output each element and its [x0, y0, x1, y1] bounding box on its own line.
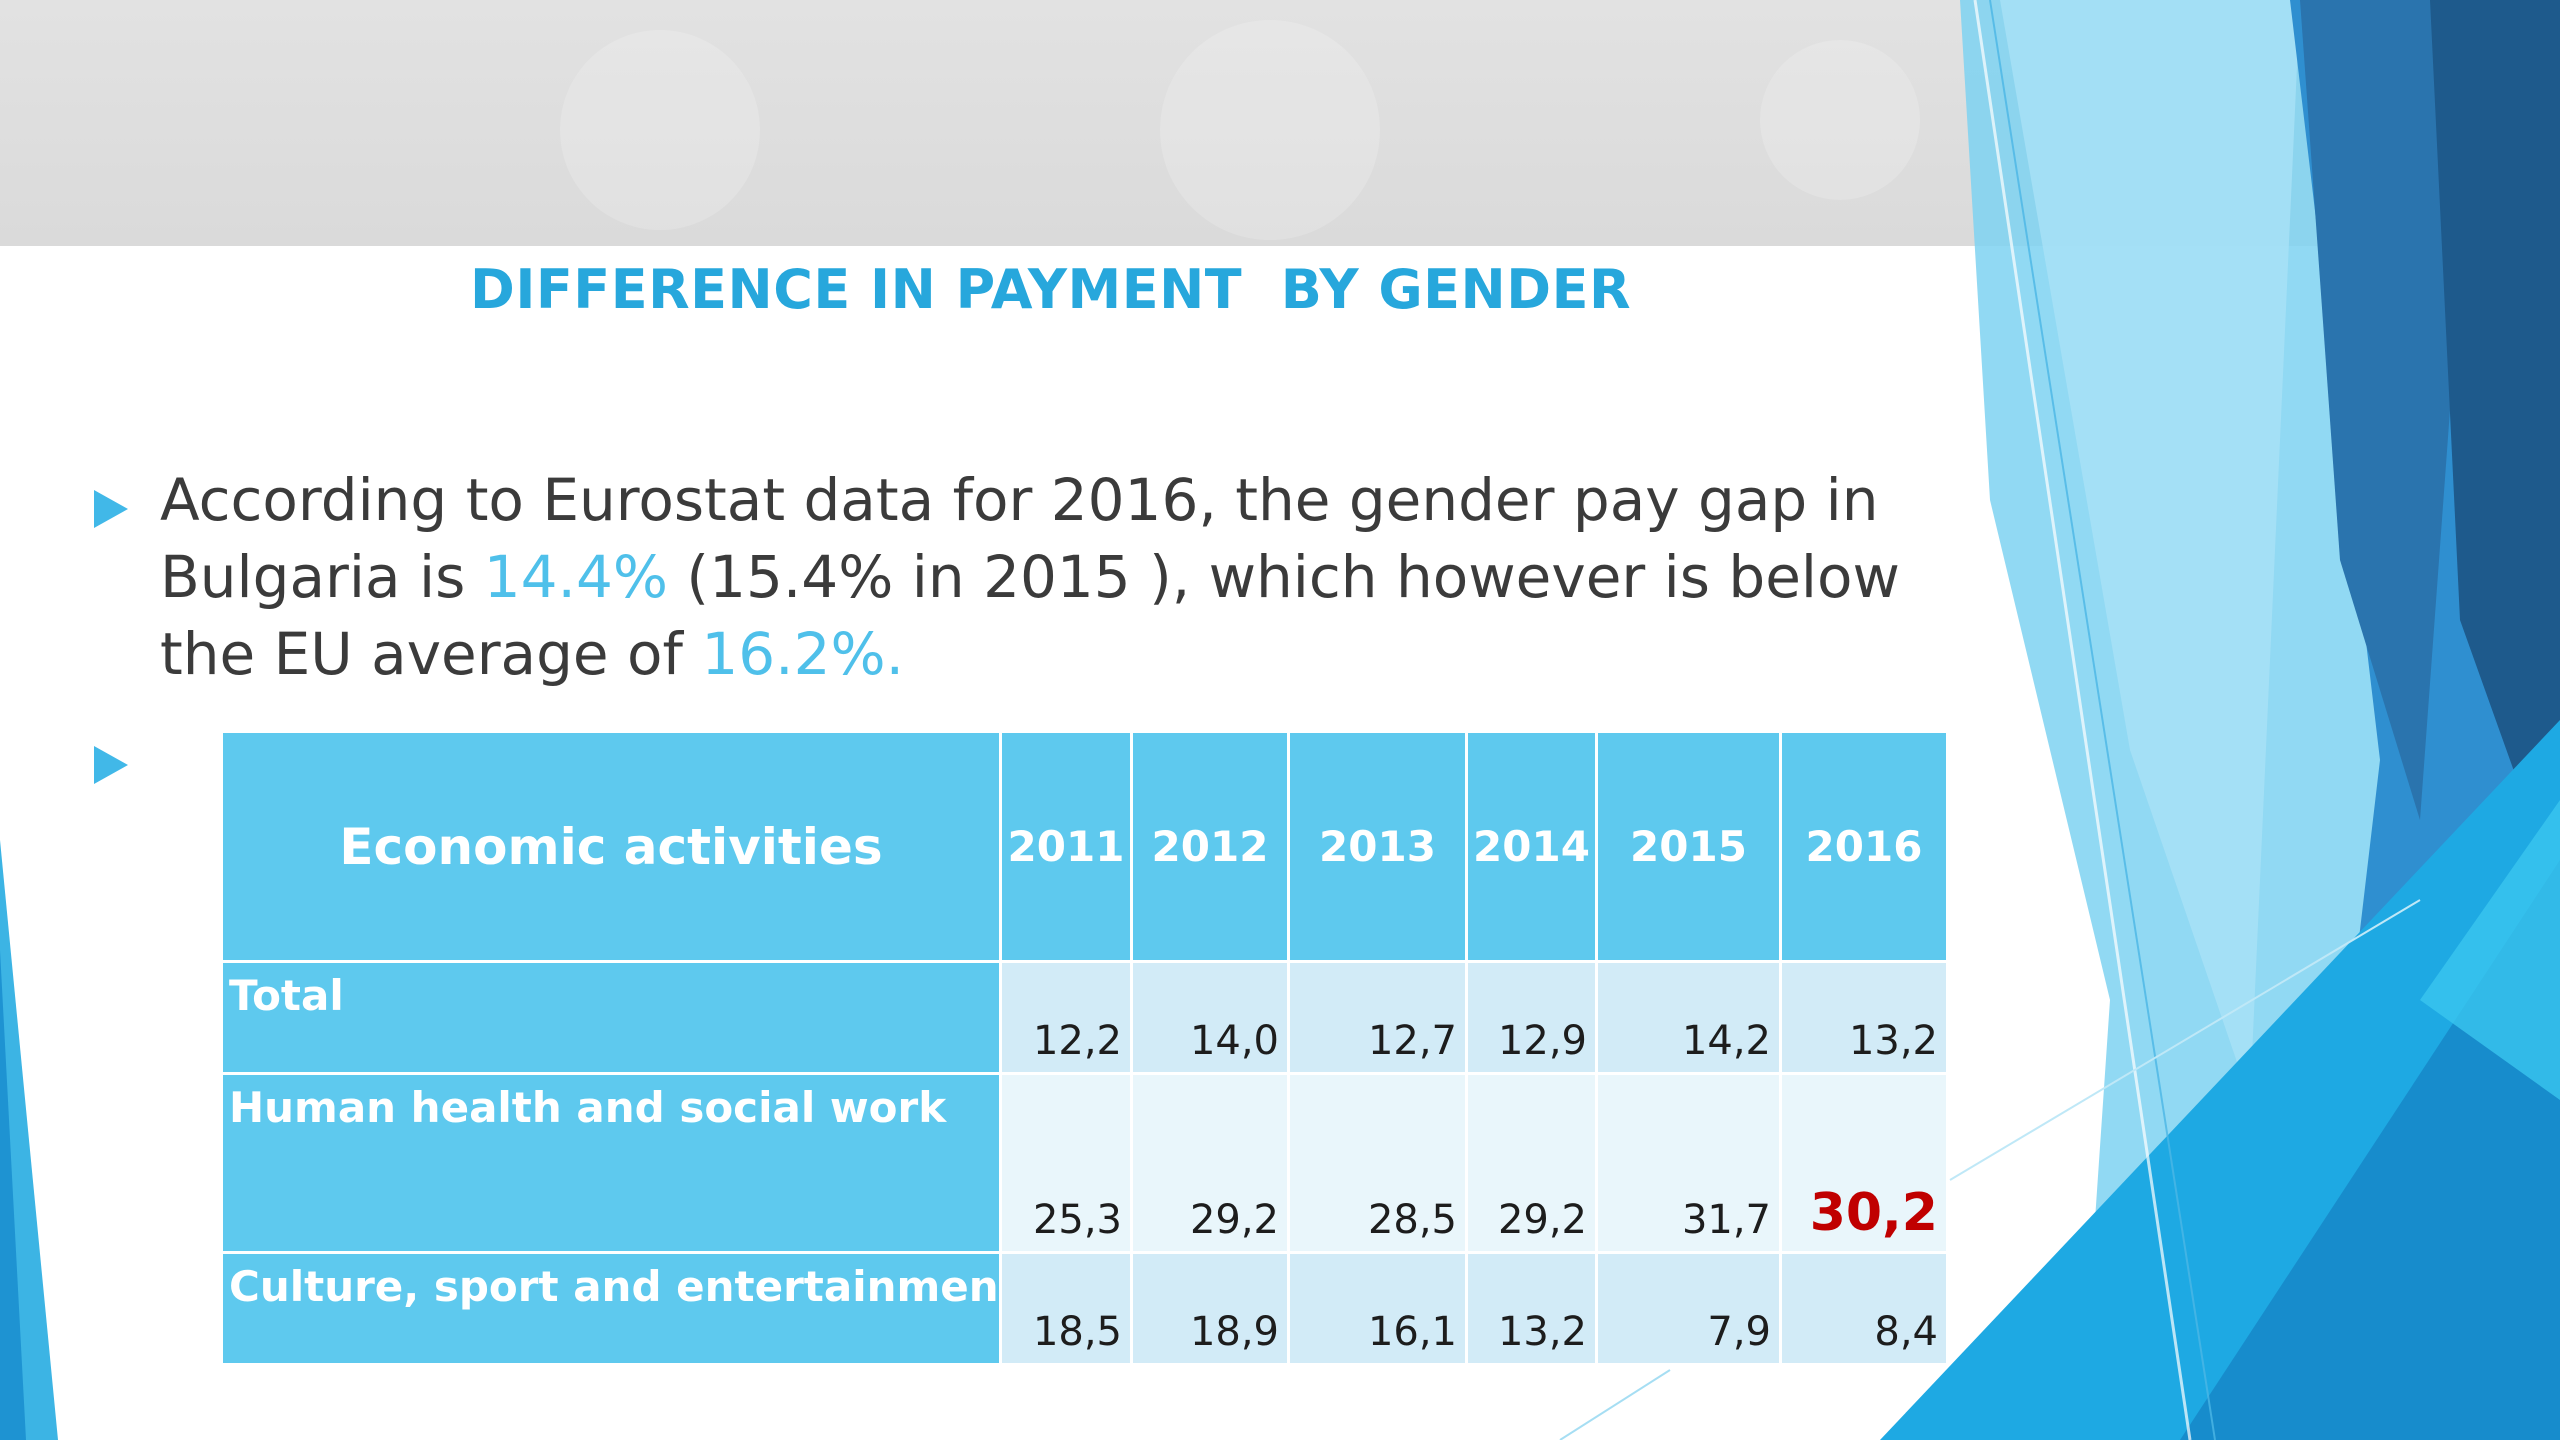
- table-cell: 8,4: [1779, 1250, 1949, 1367]
- row-label: Total: [220, 959, 1002, 1076]
- slide-title: DIFFERENCE IN PAYMENT BY GENDER: [470, 258, 1632, 321]
- row-label: Human health and social work: [220, 1072, 1002, 1254]
- header-year: 2015: [1595, 730, 1782, 963]
- table-cell: 13,2: [1465, 1250, 1598, 1367]
- table-cell: 31,7: [1595, 1072, 1782, 1254]
- highlight-eu-average: 16.2%: [701, 620, 886, 688]
- header-activity: Economic activities: [220, 730, 1002, 963]
- table-cell: 13,2: [1779, 959, 1949, 1076]
- triangle-right-icon: [94, 490, 128, 528]
- header-year: 2013: [1287, 730, 1468, 963]
- header-year: 2016: [1779, 730, 1949, 963]
- table-header-row: Economic activities 2011 2012 2013 2014 …: [220, 730, 1949, 963]
- table-cell: 12,9: [1465, 959, 1598, 1076]
- header-year: 2011: [999, 730, 1133, 963]
- bullet-paragraph: According to Eurostat data for 2016, the…: [160, 462, 2000, 693]
- pay-gap-table: Economic activities 2011 2012 2013 2014 …: [220, 730, 1949, 1367]
- table-cell: 25,3: [999, 1072, 1133, 1254]
- header-ghost-image: [560, 30, 760, 230]
- header-ghost-image: [1760, 40, 1920, 200]
- table-row: Total 12,2 14,0 12,7 12,9 14,2 13,2: [220, 959, 1949, 1076]
- table-cell: 12,2: [999, 959, 1133, 1076]
- header-year: 2012: [1130, 730, 1290, 963]
- paragraph-period: .: [885, 620, 905, 688]
- table-cell: 14,0: [1130, 959, 1290, 1076]
- table-cell: 14,2: [1595, 959, 1782, 1076]
- table-cell: 29,2: [1130, 1072, 1290, 1254]
- table-cell: 18,5: [999, 1250, 1133, 1367]
- table-row: Culture, sport and entertainment 18,5 18…: [220, 1250, 1949, 1367]
- paragraph-text: (15.4% in 2015 ), which however is below…: [160, 543, 1900, 688]
- highlight-value-2016: 14.4%: [483, 543, 668, 611]
- triangle-right-icon: [94, 746, 128, 784]
- header-year: 2014: [1465, 730, 1598, 963]
- table-cell: 29,2: [1465, 1072, 1598, 1254]
- header-ghost-image: [1160, 20, 1380, 240]
- highlighted-cell: 30,2: [1779, 1072, 1949, 1254]
- row-label: Culture, sport and entertainment: [220, 1250, 1002, 1367]
- table-row: Human health and social work 25,3 29,2 2…: [220, 1072, 1949, 1254]
- paragraph-text: According to Eurostat data for 2016, the…: [160, 466, 1879, 611]
- table-cell: 18,9: [1130, 1250, 1290, 1367]
- table-cell: 16,1: [1287, 1250, 1468, 1367]
- table-cell: 28,5: [1287, 1072, 1468, 1254]
- header-band: [0, 0, 2560, 246]
- table-cell: 7,9: [1595, 1250, 1782, 1367]
- table-cell: 12,7: [1287, 959, 1468, 1076]
